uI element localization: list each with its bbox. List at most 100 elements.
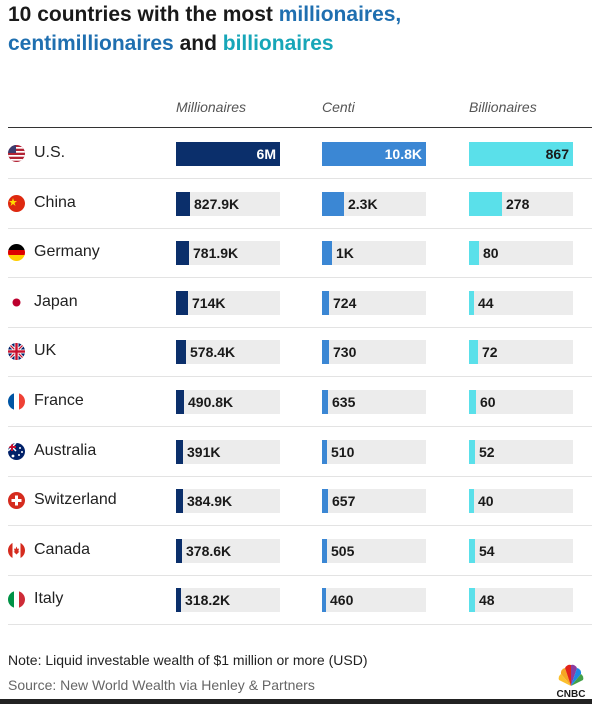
row-separator	[8, 326, 592, 328]
millionaires-bar	[176, 538, 182, 563]
millionaires-value-label: 827.9K	[194, 195, 240, 212]
billionaires-bar	[469, 191, 502, 216]
billionaires-bar	[469, 489, 474, 514]
centi-bar-track: 510	[322, 439, 426, 464]
uk-flag-icon	[8, 343, 25, 361]
millionaires-bar	[176, 340, 186, 365]
source-line: Source: New World Wealth via Henley & Pa…	[8, 677, 315, 693]
centi-bar	[322, 390, 328, 414]
centi-bar-track: 10.8K	[322, 142, 426, 166]
centi-bar	[322, 538, 327, 563]
table-row: Australia 391K 510 52	[8, 427, 592, 477]
millionaires-value-label: 318.2K	[185, 592, 231, 609]
billionaires-bar-track: 80	[469, 241, 573, 266]
france-flag-icon	[8, 393, 25, 410]
country-label: France	[34, 392, 84, 409]
millionaires-value-label: 391K	[187, 443, 221, 460]
centi-value-label: 1K	[336, 245, 354, 262]
millionaires-value-label: 6M	[256, 146, 276, 162]
centi-bar-track: 730	[322, 340, 426, 365]
centi-value-label: 730	[333, 344, 357, 361]
column-header-billionaires: Billionaires	[469, 99, 537, 115]
table-row: U.S. 6M 10.8K 867	[8, 129, 592, 179]
centi-value-label: 10.8K	[384, 146, 422, 162]
billionaires-value-label: 40	[478, 493, 494, 510]
logo-wordmark: CNBC	[557, 689, 586, 700]
millionaires-value-label: 378.6K	[186, 542, 232, 559]
china-flag-icon	[8, 194, 25, 212]
row-separator	[8, 376, 592, 378]
table-row: Canada 378.6K 505 54	[8, 526, 592, 576]
row-separator	[8, 178, 592, 179]
millionaires-bar	[176, 142, 280, 166]
billionaires-bar-track: 48	[469, 588, 573, 613]
millionaires-bar	[176, 489, 183, 514]
millionaires-bar-track: 391K	[176, 439, 280, 464]
millionaires-bar	[176, 191, 190, 216]
billionaires-value-label: 48	[479, 592, 495, 609]
row-separator	[8, 525, 592, 527]
billionaires-value-label: 52	[479, 443, 495, 460]
country-label: Italy	[34, 590, 64, 608]
centi-bar	[322, 142, 426, 166]
canada-flag-icon	[8, 541, 25, 559]
centi-bar	[322, 191, 344, 216]
billionaires-value-label: 80	[483, 245, 499, 262]
millionaires-bar-track: 318.2K	[176, 588, 280, 613]
billionaires-bar-track: 44	[469, 290, 573, 315]
table-row: Italy 318.2K 460 48	[8, 575, 592, 626]
germany-flag-icon	[8, 244, 25, 262]
centi-bar-track: 505	[322, 538, 426, 563]
millionaires-bar-track: 490.8K	[176, 390, 280, 414]
title-line-1: 10 countries with the most millionaires,	[8, 3, 402, 26]
row-separator	[8, 574, 592, 576]
title-line-2: centimillionaires and billionaires	[8, 32, 334, 55]
centi-value-label: 657	[332, 493, 356, 510]
millionaires-bar-track: 578.4K	[176, 340, 280, 365]
centi-bar	[322, 588, 326, 613]
country-label: Canada	[34, 540, 91, 558]
country-label: China	[34, 193, 76, 211]
japan-flag-icon	[8, 293, 25, 311]
billionaires-bar	[469, 588, 475, 613]
peacock-icon	[558, 664, 584, 686]
billionaires-bar	[469, 390, 476, 414]
billionaires-value-label: 54	[479, 542, 495, 559]
millionaires-bar	[176, 290, 188, 315]
country-label: U.S.	[34, 144, 66, 161]
billionaires-value-label: 44	[478, 294, 494, 311]
table-row: China 827.9K 2.3K 278	[8, 179, 592, 229]
table-row: Switzerland 384.9K 657 40	[8, 476, 592, 527]
country-label: UK	[34, 342, 57, 360]
centi-bar-track: 2.3K	[322, 191, 426, 216]
billionaires-bar	[469, 538, 475, 563]
row-separator	[8, 624, 592, 626]
country-label: Australia	[34, 441, 97, 459]
us-flag-icon	[8, 145, 25, 162]
millionaires-bar	[176, 588, 181, 613]
country-label: Germany	[34, 243, 100, 261]
country-label: Switzerland	[34, 491, 117, 509]
millionaires-bar	[176, 241, 189, 266]
billionaires-bar	[469, 290, 474, 315]
centi-bar	[322, 340, 329, 365]
millionaires-bar-track: 6M	[176, 142, 280, 166]
centi-value-label: 635	[332, 394, 356, 410]
centi-bar	[322, 439, 327, 464]
centi-bar	[322, 489, 328, 514]
billionaires-bar-track: 278	[469, 191, 573, 216]
millionaires-bar-track: 378.6K	[176, 538, 280, 563]
billionaires-value-label: 72	[482, 344, 498, 361]
billionaires-bar-track: 72	[469, 340, 573, 365]
billionaires-bar-track: 40	[469, 489, 573, 514]
row-separator	[8, 426, 592, 427]
switzerland-flag-icon	[8, 492, 25, 510]
billionaires-value-label: 278	[506, 195, 530, 212]
centi-bar	[322, 241, 332, 266]
millionaires-value-label: 384.9K	[187, 493, 233, 510]
billionaires-bar	[469, 340, 478, 365]
millionaires-value-label: 490.8K	[188, 394, 234, 410]
table-row: Germany 781.9K 1K 80	[8, 228, 592, 279]
cnbc-logo: CNBC	[557, 664, 586, 700]
billionaires-bar	[469, 439, 475, 464]
